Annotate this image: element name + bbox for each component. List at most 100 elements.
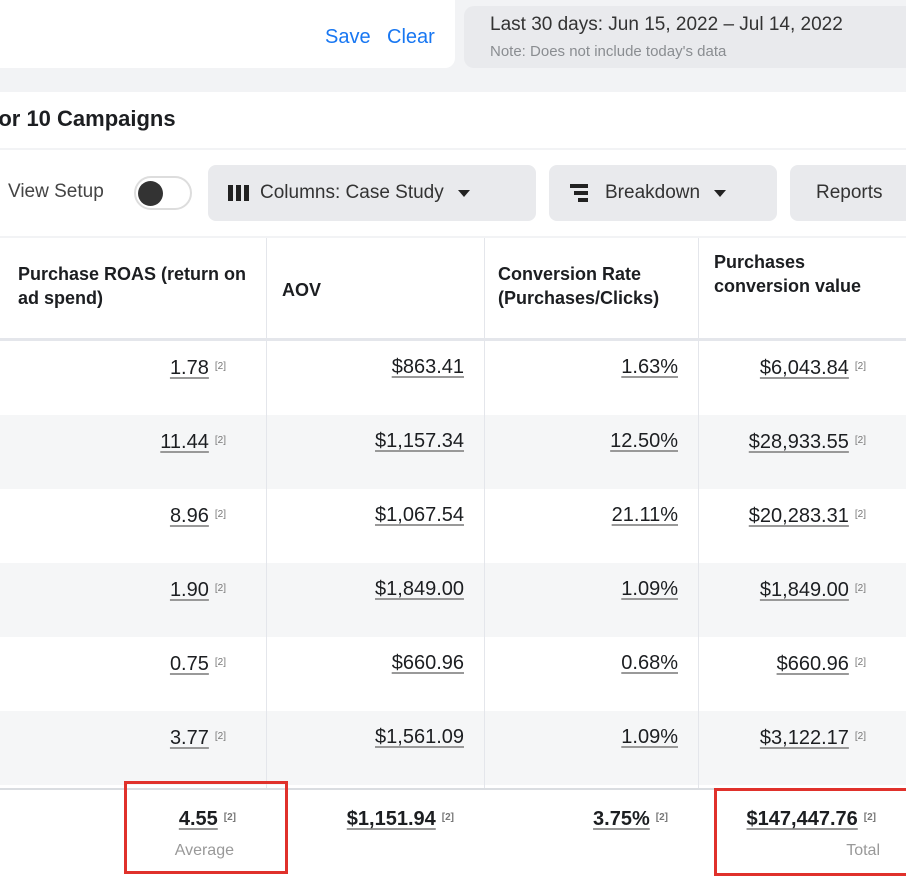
cell-value: 12.50% [610,430,678,452]
column-header: Purchase ROAS (return on ad spend) [18,264,247,308]
cell-value: 0.75 [169,653,209,675]
note-marker: [2] [214,583,226,594]
highlight-box [714,788,906,876]
summary-value: $147,447.76 [746,808,858,830]
cell-value: 11.44 [160,431,209,453]
cell-value: 1.09% [621,578,678,600]
cell: 0.68% [484,641,678,685]
columns-button[interactable]: Columns: Case Study [208,165,536,221]
column-divider [698,238,699,788]
summary-cell: 4.55 [2] [0,808,236,831]
note-marker: [2] [214,509,226,520]
note-marker: [2] [441,812,454,823]
columns-label: Columns: Case Study [260,182,444,203]
reports-button[interactable]: Reports [790,165,906,221]
columns-icon [228,185,249,201]
summary-value: 3.75% [593,808,650,830]
cell: $1,849.00 [2] [698,567,866,612]
title-bar [0,92,906,148]
date-note: Note: Does not include today's data [490,43,727,60]
column-header: Purchases conversion value [714,252,862,296]
highlight-box [124,781,288,874]
summary-label: Average [174,842,234,859]
cell: $1,849.00 [266,567,464,611]
column-header: AOV [282,280,322,300]
cell-value: 0.68% [621,652,678,674]
cell: 21.11% [484,493,678,537]
cell: $20,283.31 [2] [698,493,866,538]
note-marker: [2] [223,812,236,823]
cell: $1,067.54 [266,493,464,537]
cell-value: $1,849.00 [759,579,849,601]
cell-value: $3,122.17 [759,727,849,749]
cell: $660.96 [266,641,464,685]
date-range: Last 30 days: Jun 15, 2022 – Jul 14, 202… [490,14,843,35]
note-marker: [2] [854,361,866,372]
cell-value: 1.09% [621,726,678,748]
summary-cell: 3.75% [2] [484,808,668,831]
cell: 0.75 [2] [0,641,226,686]
summary-cell: $1,151.94 [2] [266,808,454,831]
cell-value: 3.77 [169,727,209,749]
cell: $1,157.34 [266,419,464,463]
note-marker: [2] [214,731,226,742]
note-marker: [2] [854,509,866,520]
row-bg [0,415,906,489]
cell-value: $1,067.54 [375,504,464,526]
cell-value: $1,157.34 [375,430,464,452]
cell-value: $1,849.00 [375,578,464,600]
row-bg [0,341,906,415]
note-marker: [2] [863,812,876,823]
note-marker: [2] [854,731,866,742]
clear-button[interactable]: Clear [387,26,435,48]
header-divider [0,338,906,341]
column-header: Conversion Rate (Purchases/Clicks) [498,264,660,308]
cell-value: $28,933.55 [748,431,849,453]
cell-value: $1,561.09 [375,726,464,748]
cell-value: 8.96 [169,505,209,527]
cell: 3.77 [2] [0,715,226,760]
cell: $863.41 [266,345,464,389]
save-button[interactable]: Save [325,26,371,48]
cell-value: 21.11% [611,504,678,526]
cell: $660.96 [2] [698,641,866,686]
cell: 1.63% [484,345,678,389]
breakdown-icon [570,184,588,202]
cell: 11.44 [2] [0,419,226,464]
cell: $3,122.17 [2] [698,715,866,760]
cell-value: 1.90 [169,579,209,601]
note-marker: [2] [214,361,226,372]
note-marker: [2] [655,812,668,823]
row-bg [0,711,906,785]
cell: 1.09% [484,567,678,611]
date-picker[interactable] [464,6,906,68]
cell-value: 1.78 [169,357,209,379]
summary-value: $1,151.94 [346,808,436,830]
reports-label: Reports [816,182,883,203]
column-divider [484,238,485,788]
note-marker: [2] [854,583,866,594]
cell: $6,043.84 [2] [698,345,866,390]
note-marker: [2] [854,435,866,446]
row-bg [0,489,906,563]
cell: 1.09% [484,715,678,759]
cell: $1,561.09 [266,715,464,759]
note-marker: [2] [854,657,866,668]
breakdown-label: Breakdown [605,182,701,203]
toggle-knob [138,181,163,206]
cell: 8.96 [2] [0,493,226,538]
breakdown-button[interactable]: Breakdown [549,165,777,221]
cell: 1.90 [2] [0,567,226,612]
cell: $28,933.55 [2] [698,419,866,464]
filter-bar [0,0,455,68]
cell-value: $660.96 [391,652,464,674]
row-bg [0,637,906,711]
cell: 12.50% [484,419,678,463]
note-marker: [2] [214,657,226,668]
cell: 1.78 [2] [0,345,226,390]
cell-value: $20,283.31 [748,505,849,527]
summary-divider [0,788,906,790]
note-marker: [2] [214,435,226,446]
summary-value: 4.55 [178,808,218,830]
